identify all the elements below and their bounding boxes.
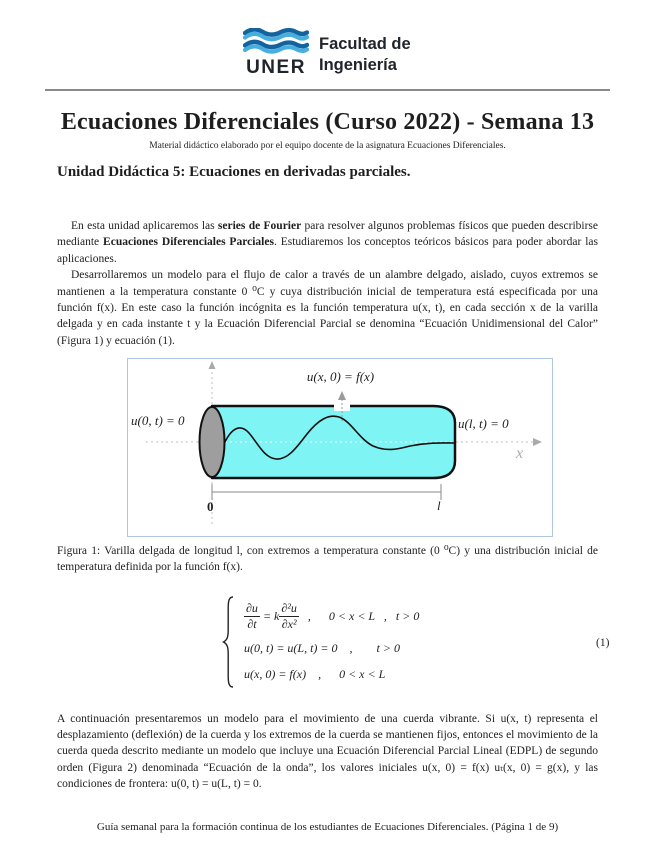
faculty-line2: Ingeniería xyxy=(319,56,397,74)
figure-frame: u(x, 0) = f(x) u(0, t) = 0 u(l, t) = 0 x… xyxy=(127,358,553,537)
fraction-du-dt: ∂u ∂t xyxy=(244,600,260,631)
uner-wordmark: UNER xyxy=(246,57,306,78)
equation-heat-pde: ∂u ∂t = k ∂²u ∂x² , 0 < x < L , t > 0 xyxy=(244,600,420,631)
fraction-d2u-dx2: ∂²u ∂x² xyxy=(279,600,299,631)
intro-paragraphs: En esta unidad aplicaremos las series de… xyxy=(57,218,598,349)
initial-condition-label: u(x, 0) = f(x) xyxy=(306,369,375,384)
figure-caption: Figura 1: Varilla delgada de longitud l,… xyxy=(57,545,598,574)
equation-system: ∂u ∂t = k ∂²u ∂x² , 0 < x < L , t > 0 u(0, … xyxy=(222,596,419,688)
paragraph-wave-model: A continuación presentaremos un modelo p… xyxy=(57,712,598,791)
faculty-line1: Facultad de xyxy=(319,35,411,53)
section-heading: Unidad Didáctica 5: Ecuaciones en deriva… xyxy=(57,164,411,180)
rod-diagram xyxy=(146,361,542,524)
header-logo: UNER Facultad de Ingeniería xyxy=(242,28,411,79)
footer-note: Guía semanal para la formación continua … xyxy=(96,821,559,833)
equation-initial-condition: u(x, 0) = f(x) , 0 < x < L xyxy=(244,667,386,682)
equation-lines: ∂u ∂t = k ∂²u ∂x² , 0 < x < L , t > 0 u(0, … xyxy=(244,602,419,682)
paragraph-fourier: En esta unidad aplicaremos las series de… xyxy=(57,220,598,265)
paragraph-heat-model: Desarrollaremos un modelo para el flujo … xyxy=(57,269,598,347)
x-axis-label: x xyxy=(516,445,524,462)
faculty-name: Facultad de Ingeniería xyxy=(319,34,411,79)
left-boundary-label: u(0, t) = 0 xyxy=(131,413,185,428)
origin-label: 0 xyxy=(207,499,214,514)
equation-boundary-conditions: u(0, t) = u(L, t) = 0 , t > 0 xyxy=(244,641,400,656)
document-subtitle: Material didáctico elaborado por el equi… xyxy=(149,141,506,151)
left-brace-icon xyxy=(222,596,234,688)
equation-number: (1) xyxy=(596,637,610,649)
document-title: Ecuaciones Diferenciales (Curso 2022) - … xyxy=(60,109,595,135)
right-boundary-label: u(l, t) = 0 xyxy=(458,416,509,431)
uner-waves-icon xyxy=(243,28,309,54)
uner-logo-block: UNER xyxy=(242,28,310,79)
length-label: l xyxy=(437,498,441,513)
header-divider xyxy=(45,89,610,91)
